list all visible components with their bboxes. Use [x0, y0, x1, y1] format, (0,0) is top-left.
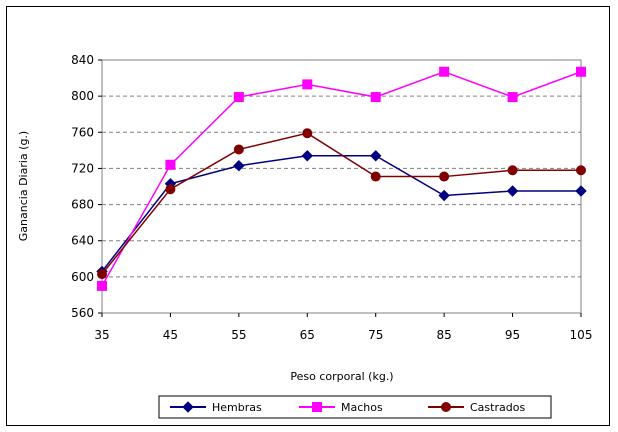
- series-group: [96, 66, 587, 291]
- data-point-machos-75: [370, 92, 381, 103]
- series-line-castrados: [101, 132, 581, 275]
- legend-label-machos: Machos: [341, 401, 383, 414]
- data-point-hembras-65: [301, 150, 313, 162]
- series-line-hembras: [101, 155, 581, 272]
- x-tick-label-85: 85: [437, 328, 452, 342]
- legend-box: [158, 395, 552, 419]
- x-tick-label-75: 75: [368, 328, 383, 342]
- y-tick-label-800: 800: [71, 89, 94, 103]
- data-point-castrados-45: [165, 184, 176, 195]
- x-tick-label-65: 65: [300, 328, 315, 342]
- data-point-hembras-75: [370, 150, 382, 162]
- series-line-machos: [101, 70, 582, 287]
- data-point-castrados-85: [439, 171, 450, 182]
- x-tick-label-95: 95: [505, 328, 520, 342]
- data-point-machos-35: [97, 280, 107, 291]
- y-axis-title: Ganancia Diaria (g.): [17, 131, 30, 241]
- data-point-machos-55: [233, 92, 244, 103]
- data-point-machos-105: [576, 66, 586, 77]
- y-tick-label-640: 640: [71, 234, 94, 248]
- y-tick-label-560: 560: [71, 306, 94, 320]
- data-point-castrados-35: [97, 269, 107, 280]
- data-point-castrados-55: [233, 144, 244, 155]
- y-tick-label-680: 680: [71, 198, 94, 212]
- y-tick-label-840: 840: [71, 53, 94, 67]
- data-point-machos-45: [165, 159, 176, 170]
- x-axis-ticks: 35 45 55 65 75 85 95 105: [94, 313, 592, 342]
- y-tick-label-720: 720: [71, 161, 94, 175]
- plot-area: [101, 59, 582, 314]
- data-point-castrados-95: [507, 165, 518, 176]
- data-point-castrados-75: [370, 171, 381, 182]
- x-tick-label-55: 55: [231, 328, 246, 342]
- data-point-hembras-95: [506, 185, 519, 197]
- legend-marker-castrados: [441, 402, 451, 412]
- data-point-hembras-55: [233, 160, 245, 172]
- y-axis-ticks: 560 600 640 680 720 760 800 840: [71, 53, 102, 320]
- legend-marker-hembras: [182, 401, 194, 413]
- y-tick-label-600: 600: [71, 270, 94, 284]
- y-tick-label-760: 760: [71, 125, 94, 139]
- legend-label-hembras: Hembras: [212, 401, 262, 414]
- data-point-machos-85: [439, 66, 450, 77]
- data-point-hembras-105: [575, 185, 587, 197]
- x-tick-label-35: 35: [94, 328, 109, 342]
- gridlines: [102, 95, 581, 278]
- legend: Hembras Machos Castrados: [170, 401, 525, 414]
- data-point-castrados-65: [302, 128, 313, 139]
- x-axis-title: Peso corporal (kg.): [290, 370, 393, 383]
- legend-label-castrados: Castrados: [470, 401, 525, 414]
- data-point-machos-95: [507, 92, 518, 103]
- data-point-machos-65: [302, 79, 313, 90]
- data-point-hembras-85: [438, 189, 450, 202]
- x-tick-label-105: 105: [570, 328, 593, 342]
- x-tick-label-45: 45: [163, 328, 178, 342]
- legend-marker-machos: [312, 402, 322, 412]
- data-point-castrados-105: [576, 165, 586, 176]
